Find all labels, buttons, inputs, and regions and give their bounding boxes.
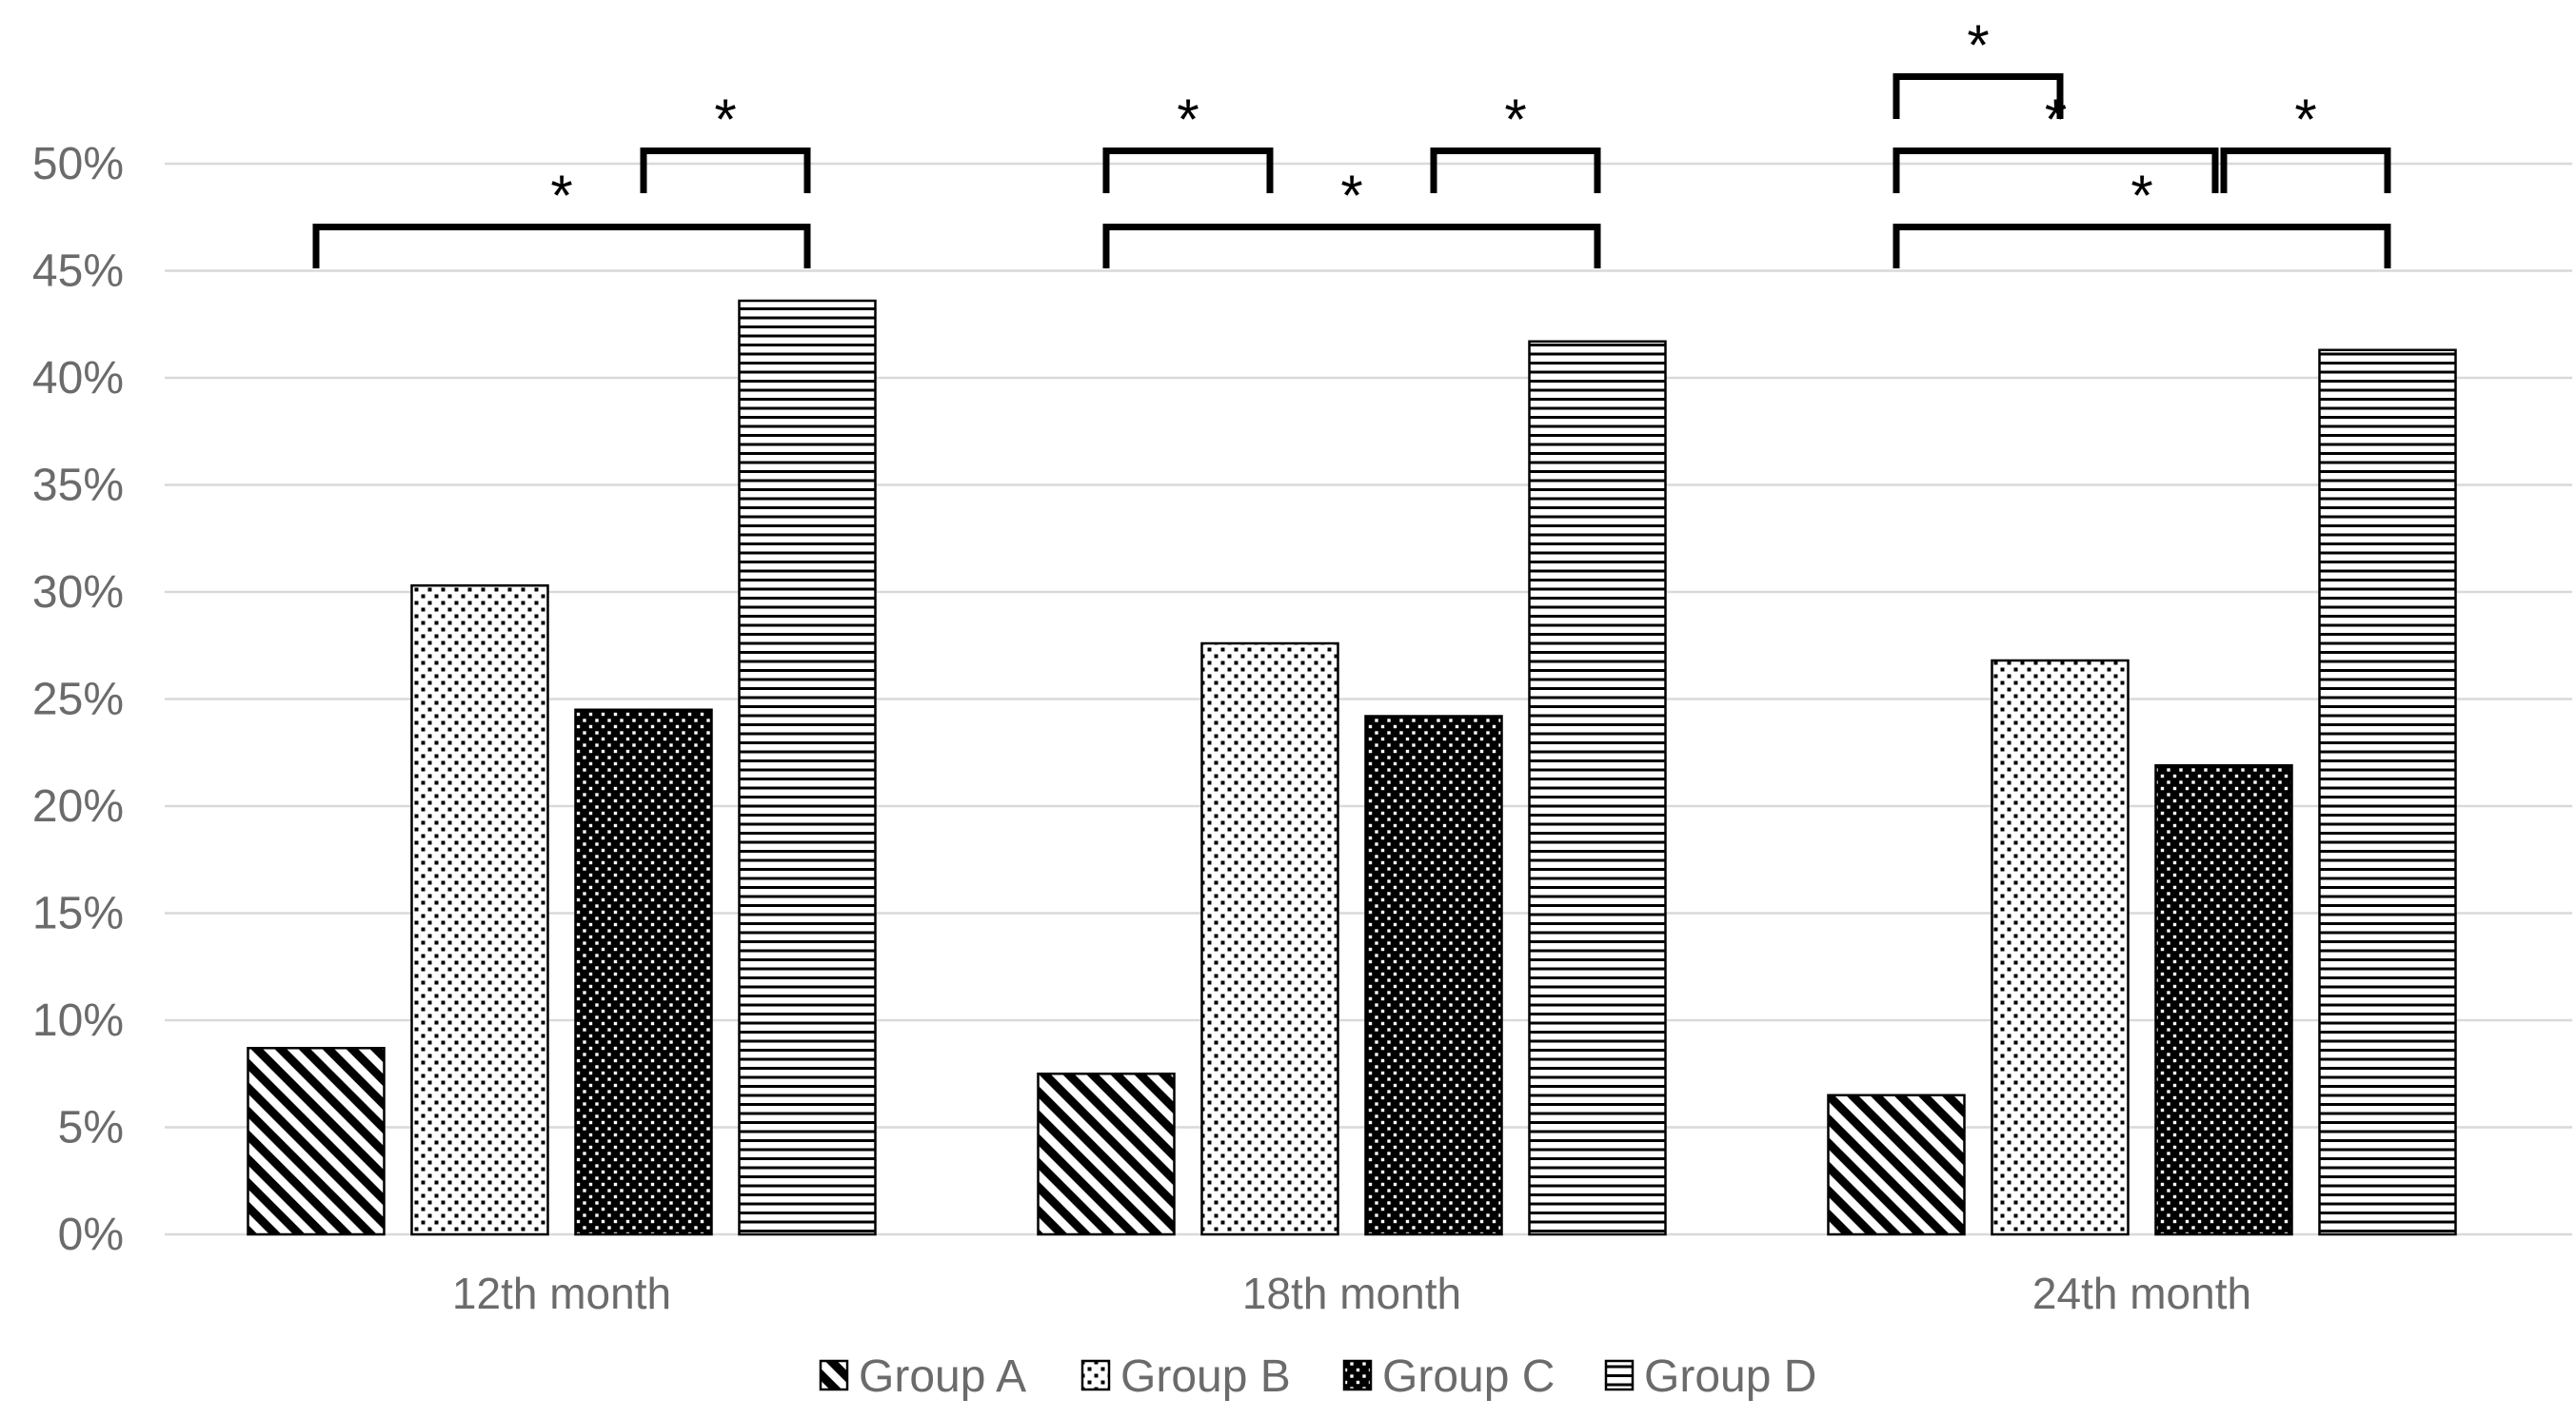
significance-brackets-layer: * * * * * * * * * [312,13,2391,268]
bar-group-d-12th-month [738,299,877,1236]
x-category-label-12th-month: 12th month [452,1269,671,1318]
significance-bracket-group-a-vs-group-b-24th-month [1892,73,2064,119]
legend-label-group-b: Group B [1120,1351,1291,1402]
y-tick-label-40pct: 40% [32,353,124,404]
bar-group-a-18th-month [1037,1073,1176,1236]
bar-group-a-12th-month [247,1047,386,1236]
significance-asterisk-group-a-vs-group-c-24th-month: * [2045,88,2067,151]
y-tick-label-5pct: 5% [58,1103,124,1153]
x-category-label-18th-month: 18th month [1242,1269,1461,1318]
legend-swatch-group-b [1080,1359,1111,1391]
bar-group-d-24th-month [2318,348,2457,1236]
legend-swatch-group-d [1604,1359,1635,1391]
y-tick-label-45pct: 45% [32,246,124,297]
y-tick-label-35pct: 35% [32,461,124,511]
y-tick-label-25pct: 25% [32,675,124,725]
legend-swatch-group-a [819,1359,849,1391]
legend-label-group-c: Group C [1382,1351,1555,1402]
bar-group-a-24th-month [1827,1094,1966,1236]
significance-asterisk-group-a-vs-group-d-12th-month: * [550,164,572,227]
significance-bracket-group-a-vs-group-d-12th-month [312,224,811,268]
significance-asterisk-group-a-vs-group-d-18th-month: * [1340,164,1362,227]
y-tick-label-50pct: 50% [32,139,124,189]
legend-item-group-b: Group B [1080,1351,1291,1402]
significance-asterisk-group-c-vs-group-d-18th-month: * [1504,88,1526,151]
y-axis-tick-labels: 0% 5% 10% 15% 20% 25% 30% 35% 40% 45% 50% [32,139,124,1260]
significance-asterisk-group-c-vs-group-d-24th-month: * [2294,88,2316,151]
significance-asterisk-group-a-vs-group-b-18th-month: * [1177,88,1199,151]
legend-item-group-a: Group A [819,1351,1026,1402]
y-tick-label-20pct: 20% [32,781,124,832]
y-tick-label-15pct: 15% [32,889,124,939]
legend-swatch-group-c [1342,1359,1373,1391]
bars-layer [247,299,2457,1236]
significance-asterisk-group-c-vs-group-d-12th-month: * [714,88,736,151]
significance-bracket-group-a-vs-group-c-24th-month [1892,148,2219,193]
bar-group-b-12th-month [410,584,549,1236]
significance-bracket-group-a-vs-group-d-24th-month [1892,224,2391,268]
significance-bracket-group-a-vs-group-d-18th-month [1102,224,1601,268]
legend-item-group-d: Group D [1604,1351,1816,1402]
bar-group-c-12th-month [574,708,713,1236]
significance-bracket-group-c-vs-group-d-12th-month [640,148,811,193]
y-tick-label-30pct: 30% [32,567,124,618]
x-axis-category-labels: 12th month 18th month 24th month [452,1269,2251,1318]
bar-group-c-18th-month [1364,715,1503,1236]
bar-group-b-24th-month [1991,659,2130,1236]
significance-asterisk-group-a-vs-group-b-24th-month: * [1967,13,1989,77]
significance-asterisk-group-a-vs-group-d-24th-month: * [2130,164,2152,227]
x-category-label-24th-month: 24th month [2032,1269,2251,1318]
bar-group-c-24th-month [2154,764,2293,1236]
legend: Group A Group B Group C Group D [819,1351,1816,1402]
bar-group-b-18th-month [1200,641,1339,1236]
legend-label-group-a: Group A [859,1351,1026,1402]
significance-bracket-group-a-vs-group-b-18th-month [1102,148,1274,193]
y-tick-label-0pct: 0% [58,1210,124,1260]
significance-bracket-group-c-vs-group-d-18th-month [1430,148,1601,193]
significance-bracket-group-c-vs-group-d-24th-month [2220,148,2391,193]
y-tick-label-10pct: 10% [32,995,124,1046]
legend-label-group-d: Group D [1644,1351,1816,1402]
legend-item-group-c: Group C [1342,1351,1555,1402]
bar-group-d-18th-month [1528,340,1667,1236]
